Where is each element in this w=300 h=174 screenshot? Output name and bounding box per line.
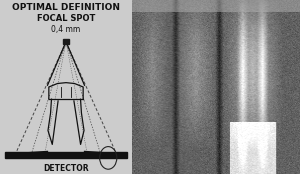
Text: DETECTOR: DETECTOR: [43, 164, 89, 173]
Bar: [63, 39, 69, 44]
Text: 0,4 mm: 0,4 mm: [51, 25, 81, 34]
Bar: [5, 152, 127, 158]
Text: FOCAL SPOT: FOCAL SPOT: [37, 14, 95, 23]
Text: OPTIMAL DEFINITION: OPTIMAL DEFINITION: [12, 3, 120, 12]
